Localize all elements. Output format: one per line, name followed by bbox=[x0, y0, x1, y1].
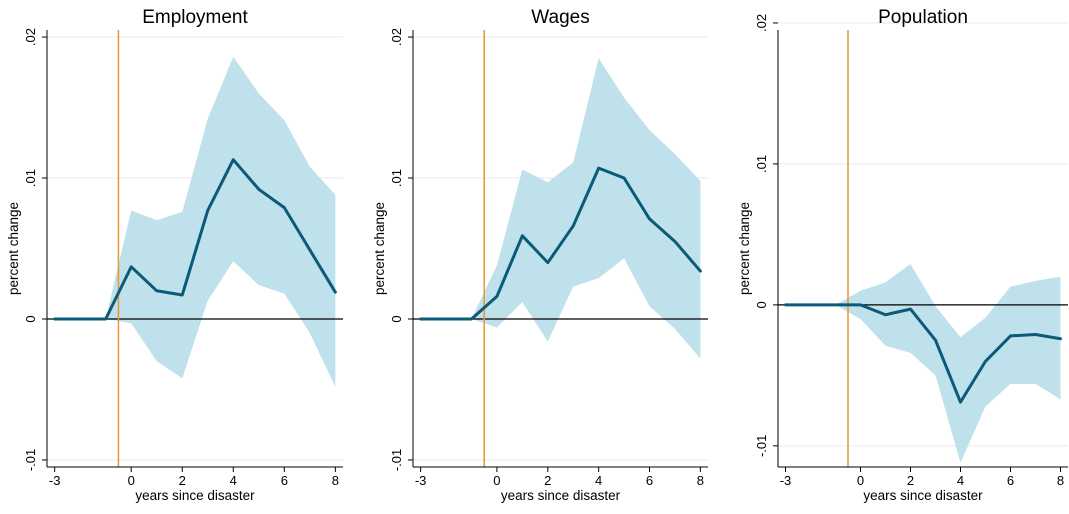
x-axis-title: years since disaster bbox=[135, 488, 255, 503]
y-tick-label: .02 bbox=[23, 28, 38, 46]
x-tick-label: 6 bbox=[646, 473, 653, 488]
series-line bbox=[419, 166, 702, 321]
x-tick-label: 0 bbox=[493, 473, 500, 488]
x-tick-label: 8 bbox=[332, 473, 339, 488]
y-axis-title: percent change bbox=[372, 202, 387, 295]
y-tick-label: 0 bbox=[389, 315, 404, 322]
confidence-band bbox=[420, 58, 701, 359]
x-tick-label: 2 bbox=[544, 473, 551, 488]
chart-panels: -.01 0 .01 .02 -3 0 2 4 6 8 years since disaster pe… bbox=[6, 7, 1068, 503]
x-tick-label: -3 bbox=[49, 473, 61, 488]
y-tick-label: .01 bbox=[389, 169, 404, 187]
x-tick-label: -3 bbox=[780, 473, 792, 488]
x-tick-label: 8 bbox=[1057, 473, 1064, 488]
x-axis-title: years since disaster bbox=[863, 488, 983, 503]
x-tick-label: 6 bbox=[1007, 473, 1014, 488]
panel-title: Wages bbox=[531, 7, 589, 28]
x-tick-label: 2 bbox=[179, 473, 186, 488]
y-tick-label: -.01 bbox=[389, 449, 404, 471]
x-tick-label: 0 bbox=[128, 473, 135, 488]
y-axis-title: percent change bbox=[737, 202, 752, 295]
x-tick-label: 4 bbox=[957, 473, 964, 488]
series-line bbox=[784, 303, 1062, 404]
x-tick-label: 2 bbox=[907, 473, 914, 488]
x-tick-label: -3 bbox=[415, 473, 427, 488]
y-tick-label: -.01 bbox=[23, 449, 38, 471]
chart-panel-3: -.01 0 .01 .02 -3 0 2 4 6 8 years since disaster pe… bbox=[737, 7, 1068, 503]
x-tick-label: 4 bbox=[230, 473, 237, 488]
panel-title: Employment bbox=[142, 7, 248, 28]
x-axis-title: years since disaster bbox=[501, 488, 621, 503]
chart-panel-1: -.01 0 .01 .02 -3 0 2 4 6 8 years since disaster pe… bbox=[6, 7, 343, 503]
y-tick-label: .02 bbox=[389, 28, 404, 46]
y-tick-label: .01 bbox=[754, 155, 769, 173]
y-tick-label: .02 bbox=[754, 14, 769, 32]
y-tick-label: 0 bbox=[23, 315, 38, 322]
y-axis-title: percent change bbox=[6, 202, 21, 295]
y-tick-label: 0 bbox=[754, 301, 769, 308]
chart-panel-2: -.01 0 .01 .02 -3 0 2 4 6 8 years since disaster pe… bbox=[372, 7, 708, 503]
x-tick-label: 6 bbox=[281, 473, 288, 488]
y-tick-label: .01 bbox=[23, 169, 38, 187]
series-line bbox=[53, 158, 337, 321]
x-tick-label: 0 bbox=[857, 473, 864, 488]
panel-title: Population bbox=[878, 7, 968, 28]
y-tick-label: -.01 bbox=[754, 435, 769, 457]
confidence-band bbox=[785, 264, 1061, 463]
confidence-band bbox=[54, 56, 336, 387]
x-tick-label: 4 bbox=[595, 473, 602, 488]
x-tick-label: 8 bbox=[697, 473, 704, 488]
